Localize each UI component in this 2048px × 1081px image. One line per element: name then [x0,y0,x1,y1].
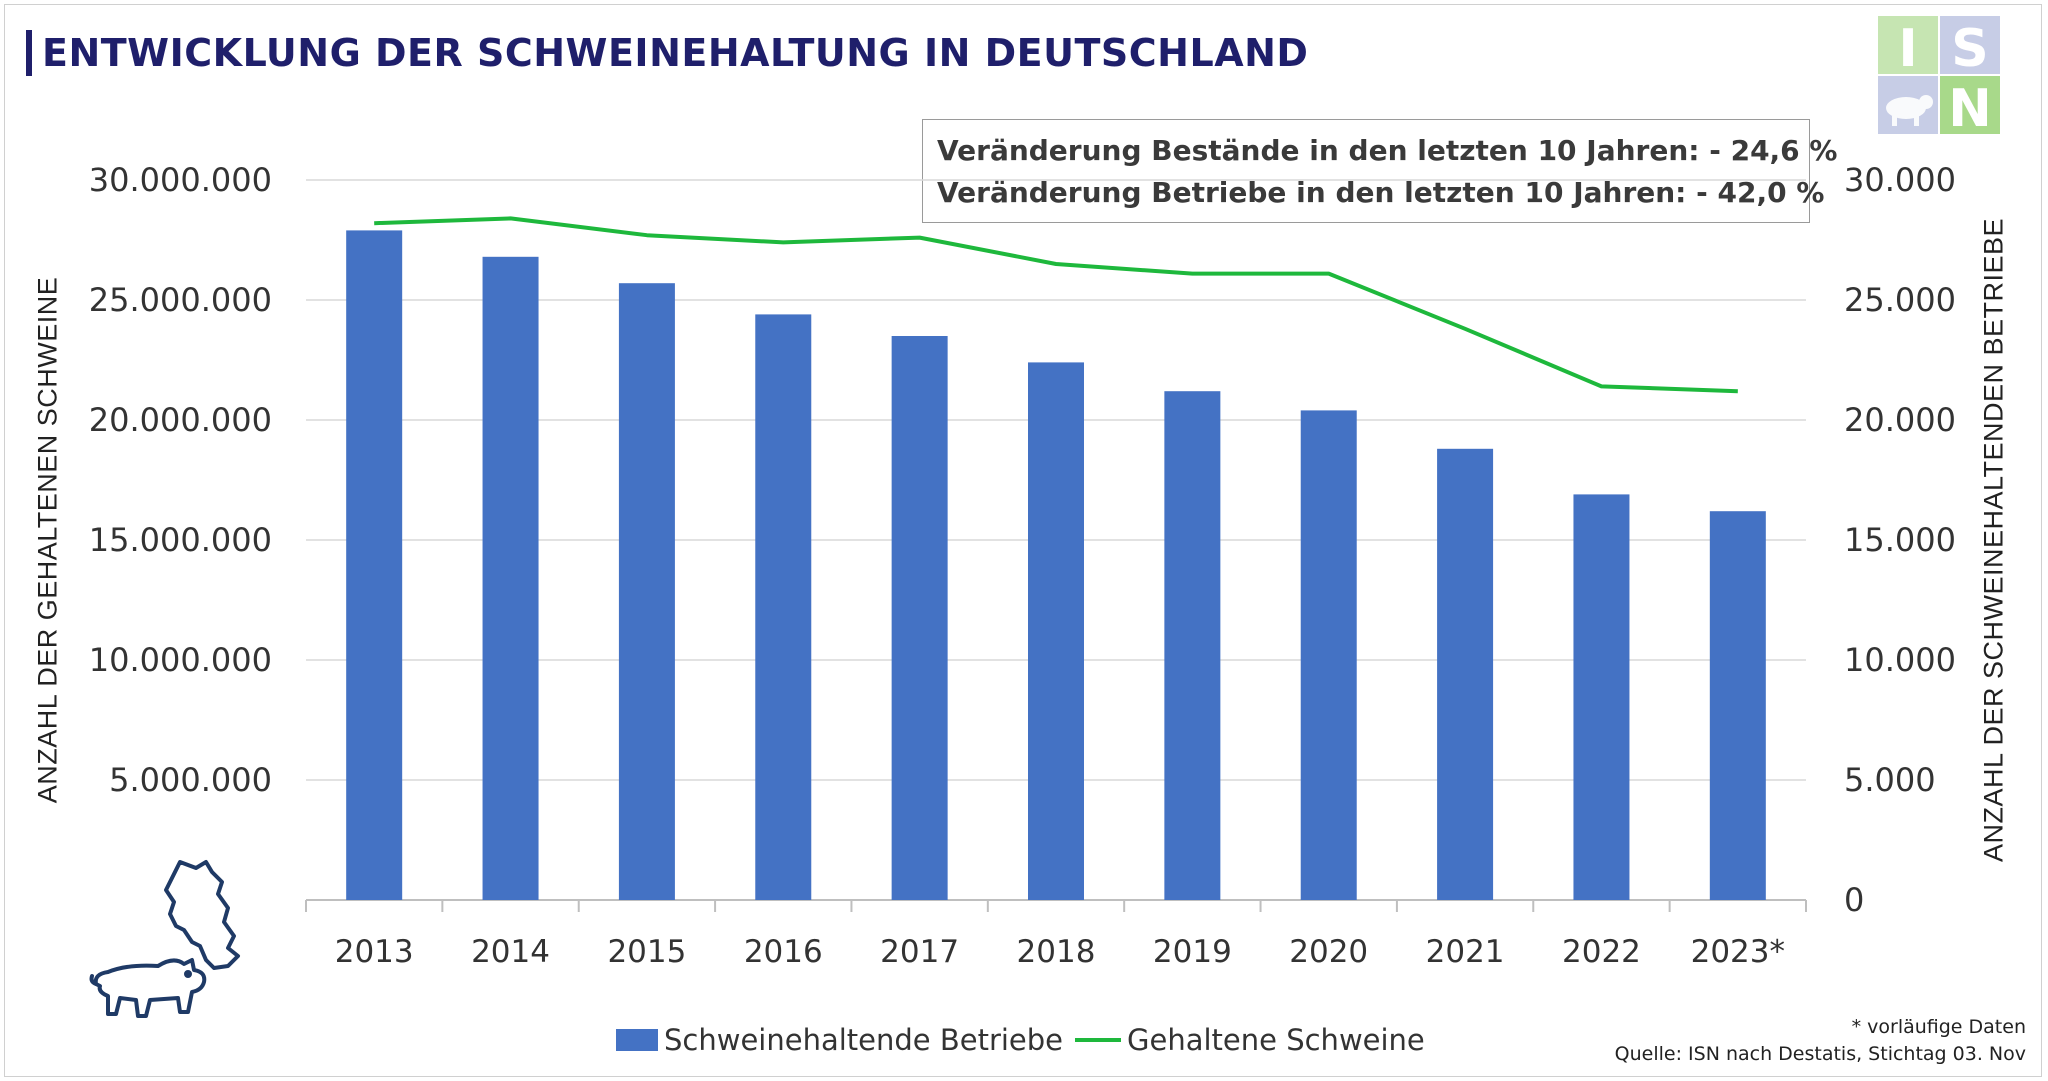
y-right-tick-label: 30.000 [1844,161,1956,199]
bar-2015 [618,283,675,900]
legend-label-betriebe: Schweinehaltende Betriebe [664,1023,1064,1057]
y-left-tick-label: 15.000.000 [89,521,272,559]
y-left-tick-label: 20.000.000 [89,401,272,439]
y-right-tick-label: 20.000 [1844,401,1956,439]
bar-2014 [482,256,539,900]
y-right-tick-label: 0 [1844,881,1864,919]
logo-tile-s [1940,16,2000,74]
y-right-tick-label: 15.000 [1844,521,1956,559]
bar-2013 [346,230,403,900]
bar-2017 [891,336,948,900]
pig-with-germany-map-icon [89,860,240,1018]
title-accent-bar [26,30,32,76]
stat-bestaende: Veränderung Bestände in den letzten 10 J… [937,134,1838,167]
y-left-tick-label: 5.000.000 [109,761,272,799]
bar-2022 [1573,494,1630,900]
x-tick-label: 2017 [880,934,959,970]
x-tick-label: 2016 [744,934,823,970]
legend-line-swatch [1075,1038,1122,1042]
footnote-source: Quelle: ISN nach Destatis, Stichtag 03. … [1614,1043,2026,1065]
y-right-tick-label: 25.000 [1844,281,1956,319]
legend-bar-swatch [616,1029,658,1051]
x-tick-label: 2020 [1289,934,1368,970]
x-tick-label: 2021 [1426,934,1505,970]
y-right-tick-label: 5.000 [1844,761,1936,799]
legend-label-schweine: Gehaltene Schweine [1127,1023,1425,1057]
bar-2021 [1437,448,1494,900]
logo-tile-i [1878,16,1938,74]
bar-2016 [755,314,812,900]
stat-betriebe: Veränderung Betriebe in den letzten 10 J… [937,176,1825,209]
bar-2023 [1709,511,1766,900]
x-tick-label: 2022 [1562,934,1641,970]
y-right-tick-label: 10.000 [1844,641,1956,679]
y-axis-right-label: ANZAHL DER SCHWEINEHALTENDEN BETRIEBE [1978,217,2009,863]
bar-2018 [1028,362,1084,900]
y-left-tick-label: 10.000.000 [89,641,272,679]
logo-letter-n: N [1948,79,1992,134]
title-block: ENTWICKLUNG DER SCHWEINEHALTUNG IN DEUTS… [26,28,1308,78]
chart-legend: Schweinehaltende Betriebe Gehaltene Schw… [616,1020,1425,1060]
isn-logo: I S N [1878,16,2000,134]
logo-letter-s: S [1951,19,1988,79]
x-tick-label: 2013 [335,934,414,970]
logo-tile-n [1940,76,2000,134]
bar-2019 [1164,391,1221,900]
page-title: ENTWICKLUNG DER SCHWEINEHALTUNG IN DEUTS… [42,31,1309,75]
logo-letter-i: I [1898,19,1917,79]
footnote-preliminary: * vorläufige Daten [1851,1016,2026,1038]
x-tick-label: 2015 [607,934,686,970]
stats-box: Veränderung Bestände in den letzten 10 J… [922,119,1838,223]
logo-pig-icon [1886,95,1933,126]
line-gehaltene-schweine [374,216,1738,394]
x-tick-label: 2019 [1153,934,1232,970]
y-left-tick-label: 25.000.000 [89,281,272,319]
x-tick-label: 2018 [1017,934,1096,970]
y-left-tick-label: 30.000.000 [89,161,272,199]
y-axis-left-label: ANZAHL DER GEHALTENEN SCHWEINE [32,276,63,804]
bar-2020 [1300,410,1357,900]
x-tick-label: 2014 [471,934,550,970]
x-tick-label: 2023* [1691,934,1785,970]
chart-frame [4,4,2042,1077]
